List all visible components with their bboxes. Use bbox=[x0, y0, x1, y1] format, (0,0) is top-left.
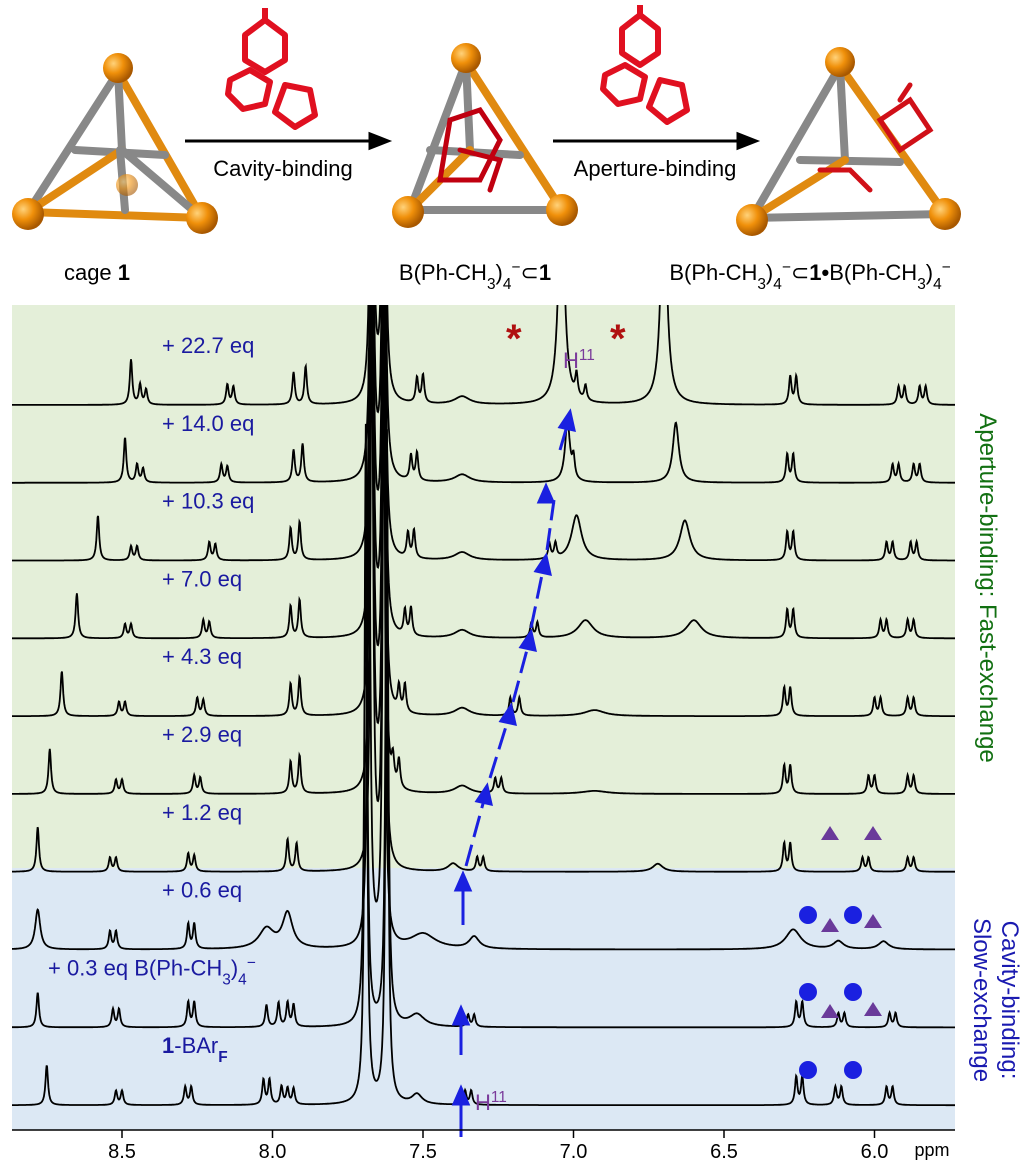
text-run: H bbox=[563, 348, 579, 373]
x-axis: 8.5 8.0 7.5 7.0 6.5 6.0 ppm bbox=[12, 1129, 955, 1163]
spectrum-label: + 4.3 eq bbox=[162, 644, 242, 669]
spectrum-label: + 0.6 eq bbox=[162, 878, 242, 903]
text-run: 4 bbox=[933, 276, 942, 293]
text-run: ) bbox=[926, 260, 933, 285]
spectrum-label: + 14.0 eq bbox=[162, 411, 254, 436]
text-run: B(Ph-CH bbox=[399, 260, 487, 285]
text-run: 4 bbox=[238, 971, 247, 988]
spectrum-label: + 7.0 eq bbox=[162, 566, 242, 591]
text-run: + 0.3 eq B(Ph-CH bbox=[48, 955, 222, 980]
scheme-arrows bbox=[185, 131, 761, 151]
arrow-label: Cavity-binding bbox=[213, 156, 352, 181]
dots bbox=[799, 906, 862, 1079]
spectra bbox=[12, 305, 955, 1107]
cage-3 bbox=[736, 47, 961, 236]
text-run: 3 bbox=[757, 276, 766, 293]
cage-2 bbox=[392, 43, 578, 228]
species-label: cage 1 bbox=[64, 260, 130, 285]
spectrum bbox=[12, 305, 955, 406]
text-run: 11 bbox=[579, 347, 595, 364]
spectrum bbox=[12, 305, 955, 873]
spectrum bbox=[12, 305, 955, 640]
spectrum-label: + 22.7 eq bbox=[162, 333, 254, 358]
tick-label: 8.5 bbox=[108, 1141, 136, 1163]
text-run: 3 bbox=[487, 276, 496, 293]
text-run: 3 bbox=[917, 276, 926, 293]
text-run: + 2.9 eq bbox=[162, 722, 242, 747]
text-run: B(Ph-CH bbox=[669, 260, 757, 285]
text-run: + 10.3 eq bbox=[162, 489, 254, 514]
text-run: cage bbox=[64, 260, 118, 285]
text-run: 1 bbox=[162, 1033, 174, 1058]
svg-text:*: * bbox=[610, 317, 626, 361]
text-run: 4 bbox=[773, 276, 782, 293]
region-label: Aperture-binding: Fast-exchange bbox=[974, 413, 1001, 763]
text-run: − bbox=[942, 259, 951, 276]
svg-text:*: * bbox=[506, 317, 522, 361]
text-run: ) bbox=[766, 260, 773, 285]
text-run: + 0.6 eq bbox=[162, 878, 242, 903]
guest-molecules bbox=[225, 5, 690, 130]
asterisks: * * bbox=[506, 317, 626, 361]
spectrum bbox=[12, 305, 955, 484]
tick-label: 7.0 bbox=[560, 1141, 588, 1163]
text-run: ⊂ bbox=[791, 260, 809, 285]
triangles bbox=[821, 826, 882, 1018]
h11-label: H11 bbox=[475, 1089, 507, 1116]
text-run: − bbox=[247, 954, 256, 971]
text-run: 4 bbox=[503, 276, 512, 293]
spectrum-label: + 10.3 eq bbox=[162, 489, 254, 514]
spectrum-label: + 0.3 eq B(Ph-CH3)4− bbox=[48, 954, 256, 988]
region-label: Cavity-binding: bbox=[996, 921, 1023, 1080]
tick-label: 7.5 bbox=[409, 1141, 437, 1163]
text-run: + 14.0 eq bbox=[162, 411, 254, 436]
spectrum-label: + 1.2 eq bbox=[162, 800, 242, 825]
text-run: ⊂ bbox=[520, 260, 538, 285]
arrow-label: Aperture-binding bbox=[574, 156, 737, 181]
fast-region bbox=[12, 305, 955, 868]
text-run: 1• bbox=[809, 260, 829, 285]
cage-1 bbox=[12, 53, 218, 234]
text-run: B(Ph-CH bbox=[829, 260, 917, 285]
spectrum bbox=[12, 305, 955, 717]
text-run: H bbox=[475, 1090, 491, 1115]
spectrum-label: 1-BArF bbox=[162, 1033, 228, 1066]
text-run: 1 bbox=[539, 260, 551, 285]
text-run: 3 bbox=[222, 971, 231, 988]
axis-unit: ppm bbox=[914, 1140, 949, 1160]
h11-label: H11 bbox=[563, 347, 595, 374]
text-run: ) bbox=[496, 260, 503, 285]
text-run: + 4.3 eq bbox=[162, 644, 242, 669]
spectrum bbox=[12, 423, 955, 1029]
spectrum bbox=[12, 341, 955, 951]
tick-label: 6.0 bbox=[861, 1141, 889, 1163]
text-run: − bbox=[511, 259, 520, 276]
text-run: -BAr bbox=[174, 1033, 218, 1058]
text-run: F bbox=[218, 1049, 227, 1066]
spectrum bbox=[12, 305, 955, 562]
region-label: Slow-exchange bbox=[968, 918, 995, 1082]
species-label: B(Ph-CH3)4−⊂1 bbox=[399, 259, 551, 293]
text-run: + 22.7 eq bbox=[162, 333, 254, 358]
text-run: ) bbox=[231, 955, 238, 980]
text-run: 11 bbox=[491, 1089, 507, 1106]
shift-arrows bbox=[451, 408, 576, 1137]
species-label: B(Ph-CH3)4−⊂1•B(Ph-CH3)4− bbox=[669, 259, 950, 293]
text-run: 1 bbox=[118, 260, 130, 285]
spectrum-label: + 2.9 eq bbox=[162, 722, 242, 747]
text-run: − bbox=[782, 259, 791, 276]
spectrum bbox=[12, 501, 955, 1107]
tick-label: 6.5 bbox=[710, 1141, 738, 1163]
text-run: + 7.0 eq bbox=[162, 566, 242, 591]
tick-label: 8.0 bbox=[259, 1141, 287, 1163]
text-run: + 1.2 eq bbox=[162, 800, 242, 825]
